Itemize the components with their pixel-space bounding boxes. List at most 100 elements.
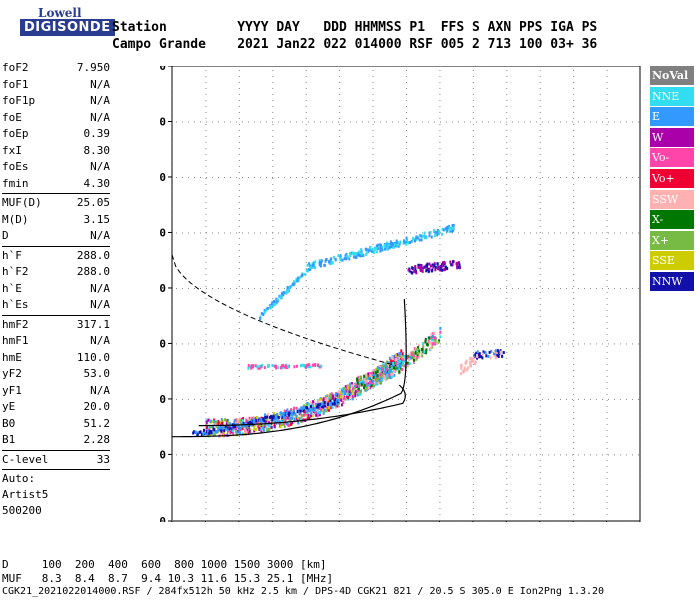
- param-name: C-level: [2, 452, 49, 466]
- param-name: B0: [2, 416, 16, 430]
- header-labels: Station YYYY DAY DDD HHMMSS P1 FFS S AXN…: [112, 20, 598, 35]
- param-value: 20.0: [83, 400, 111, 413]
- param-name: h`F2: [2, 265, 29, 278]
- param-name: fxI: [2, 143, 22, 157]
- param-row: C-level 33: [2, 452, 110, 469]
- param-row: D N/A: [2, 228, 110, 245]
- legend-item-x-: X-: [650, 210, 694, 230]
- y-tick-label: 500: [160, 282, 166, 295]
- param-name: yF2: [2, 367, 22, 380]
- param-row: fmin 4.30: [2, 176, 110, 193]
- param-name: yF1: [2, 383, 22, 397]
- param-value: N/A: [90, 77, 110, 91]
- param-row: foF2 7.950: [2, 60, 110, 77]
- multihop-trace-low: [258, 262, 315, 321]
- param-row: yE 20.0: [2, 399, 110, 416]
- muf-dashed-curve: [171, 254, 397, 367]
- param-row: foE N/A: [2, 110, 110, 127]
- param-row: foEp 0.39: [2, 126, 110, 143]
- y-tick-label: 800: [160, 115, 166, 128]
- legend-item-e: E: [650, 107, 694, 127]
- header-values: Campo Grande 2021 Jan22 022 014000 RSF 0…: [112, 37, 598, 52]
- param-row: hmF1 N/A: [2, 333, 110, 350]
- param-row: foF1p N/A: [2, 93, 110, 110]
- distance-row: D 100 200 400 600 800 1000 1500 3000 [km…: [2, 558, 327, 571]
- y-tick-label: 600: [160, 226, 166, 239]
- param-name: foF1p: [2, 94, 36, 107]
- param-note: 500200: [2, 504, 42, 517]
- param-separator: [2, 469, 110, 470]
- legend-item-x-: X+: [650, 230, 694, 250]
- param-name: B1: [2, 433, 16, 446]
- legend-item-sse: SSE: [650, 251, 694, 271]
- param-separator: [2, 193, 110, 194]
- param-name: M(D): [2, 212, 29, 226]
- legend-item-noval: NoVal: [650, 66, 694, 85]
- param-name: foF2: [2, 61, 29, 74]
- legend-item-vo-: Vo+: [650, 168, 694, 188]
- param-value: 3.15: [83, 212, 111, 226]
- param-value: N/A: [90, 110, 110, 124]
- param-separator: [2, 245, 110, 247]
- param-value: 8.30: [83, 143, 111, 157]
- param-row: hmF2 317.1: [2, 317, 110, 334]
- f2-x-trace: [355, 326, 442, 392]
- file-info: CGK21_2021022014000.RSF / 284fx512h 50 k…: [2, 586, 605, 597]
- param-name: hmE: [2, 350, 22, 364]
- grid-dots: [172, 66, 641, 522]
- ssw-cluster: [459, 355, 479, 376]
- logo-digisonde: DIGISONDE: [20, 19, 115, 36]
- param-name: foE: [2, 110, 22, 124]
- param-value: N/A: [90, 298, 110, 311]
- param-row: M(D) 3.15: [2, 212, 110, 229]
- digisonde-logo: Lowell DIGISONDE: [2, 6, 115, 44]
- param-value: 51.2: [83, 416, 111, 430]
- muf-row: MUF 8.3 8.4 8.7 9.4 10.3 11.6 15.3 25.1 …: [2, 572, 334, 585]
- param-separator: [2, 449, 110, 451]
- f2-lower-edge-trace: [192, 398, 340, 437]
- param-value: 7.950: [76, 61, 110, 74]
- legend: NoVal NNE E W Vo- Vo+ SSW X- X+ SSE NNW: [650, 66, 694, 293]
- param-row: foF1 N/A: [2, 77, 110, 94]
- param-row: B0 51.2: [2, 416, 110, 433]
- param-name: hmF1: [2, 334, 29, 347]
- param-row: yF2 53.0: [2, 366, 110, 383]
- y-tick-label: 80: [160, 515, 166, 522]
- y-tick-label: 300: [160, 393, 166, 406]
- param-value: 4.30: [83, 176, 111, 190]
- logo-lowell: Lowell: [38, 6, 82, 20]
- y-tick-label: 200: [160, 448, 166, 461]
- legend-item-ssw: SSW: [650, 189, 694, 209]
- param-row: h`Es N/A: [2, 297, 110, 314]
- param-value: N/A: [90, 94, 110, 107]
- param-value: N/A: [90, 229, 110, 242]
- param-value: 33: [96, 452, 110, 466]
- param-row: MUF(D) 25.05: [2, 195, 110, 212]
- param-row: fxI 8.30: [2, 143, 110, 160]
- param-name: fmin: [2, 176, 29, 190]
- y-tick-label: 700: [160, 171, 166, 184]
- param-value: 288.0: [76, 248, 110, 262]
- legend-item-nnw: NNW: [650, 271, 694, 291]
- param-value: 2.28: [83, 433, 111, 446]
- param-name: hmF2: [2, 317, 29, 331]
- virtual-height-curve: [172, 298, 407, 438]
- param-name: foF1: [2, 77, 29, 91]
- param-name: h`Es: [2, 298, 29, 311]
- param-row: foEs N/A: [2, 159, 110, 176]
- parameter-panel: foF2 7.950 foF1 N/A foF1p N/A foE N/A foEp 0.39 fx…: [2, 60, 110, 519]
- legend-item-vo-: Vo-: [650, 148, 694, 168]
- multihop-trace: [305, 223, 455, 272]
- ionogram-plot: 1234567891011121314158020030040050060070…: [160, 66, 641, 522]
- y-tick-label: 900: [160, 66, 166, 73]
- param-value: N/A: [90, 334, 110, 347]
- param-name: h`E: [2, 281, 22, 295]
- param-row: B1 2.28: [2, 432, 110, 449]
- param-separator: [2, 314, 110, 316]
- param-name: foEp: [2, 127, 29, 140]
- param-note: Artist5: [2, 488, 49, 501]
- param-value: 53.0: [83, 367, 111, 380]
- param-name: MUF(D): [2, 196, 42, 209]
- param-value: 25.05: [76, 196, 110, 209]
- oblique-echo: [247, 363, 323, 370]
